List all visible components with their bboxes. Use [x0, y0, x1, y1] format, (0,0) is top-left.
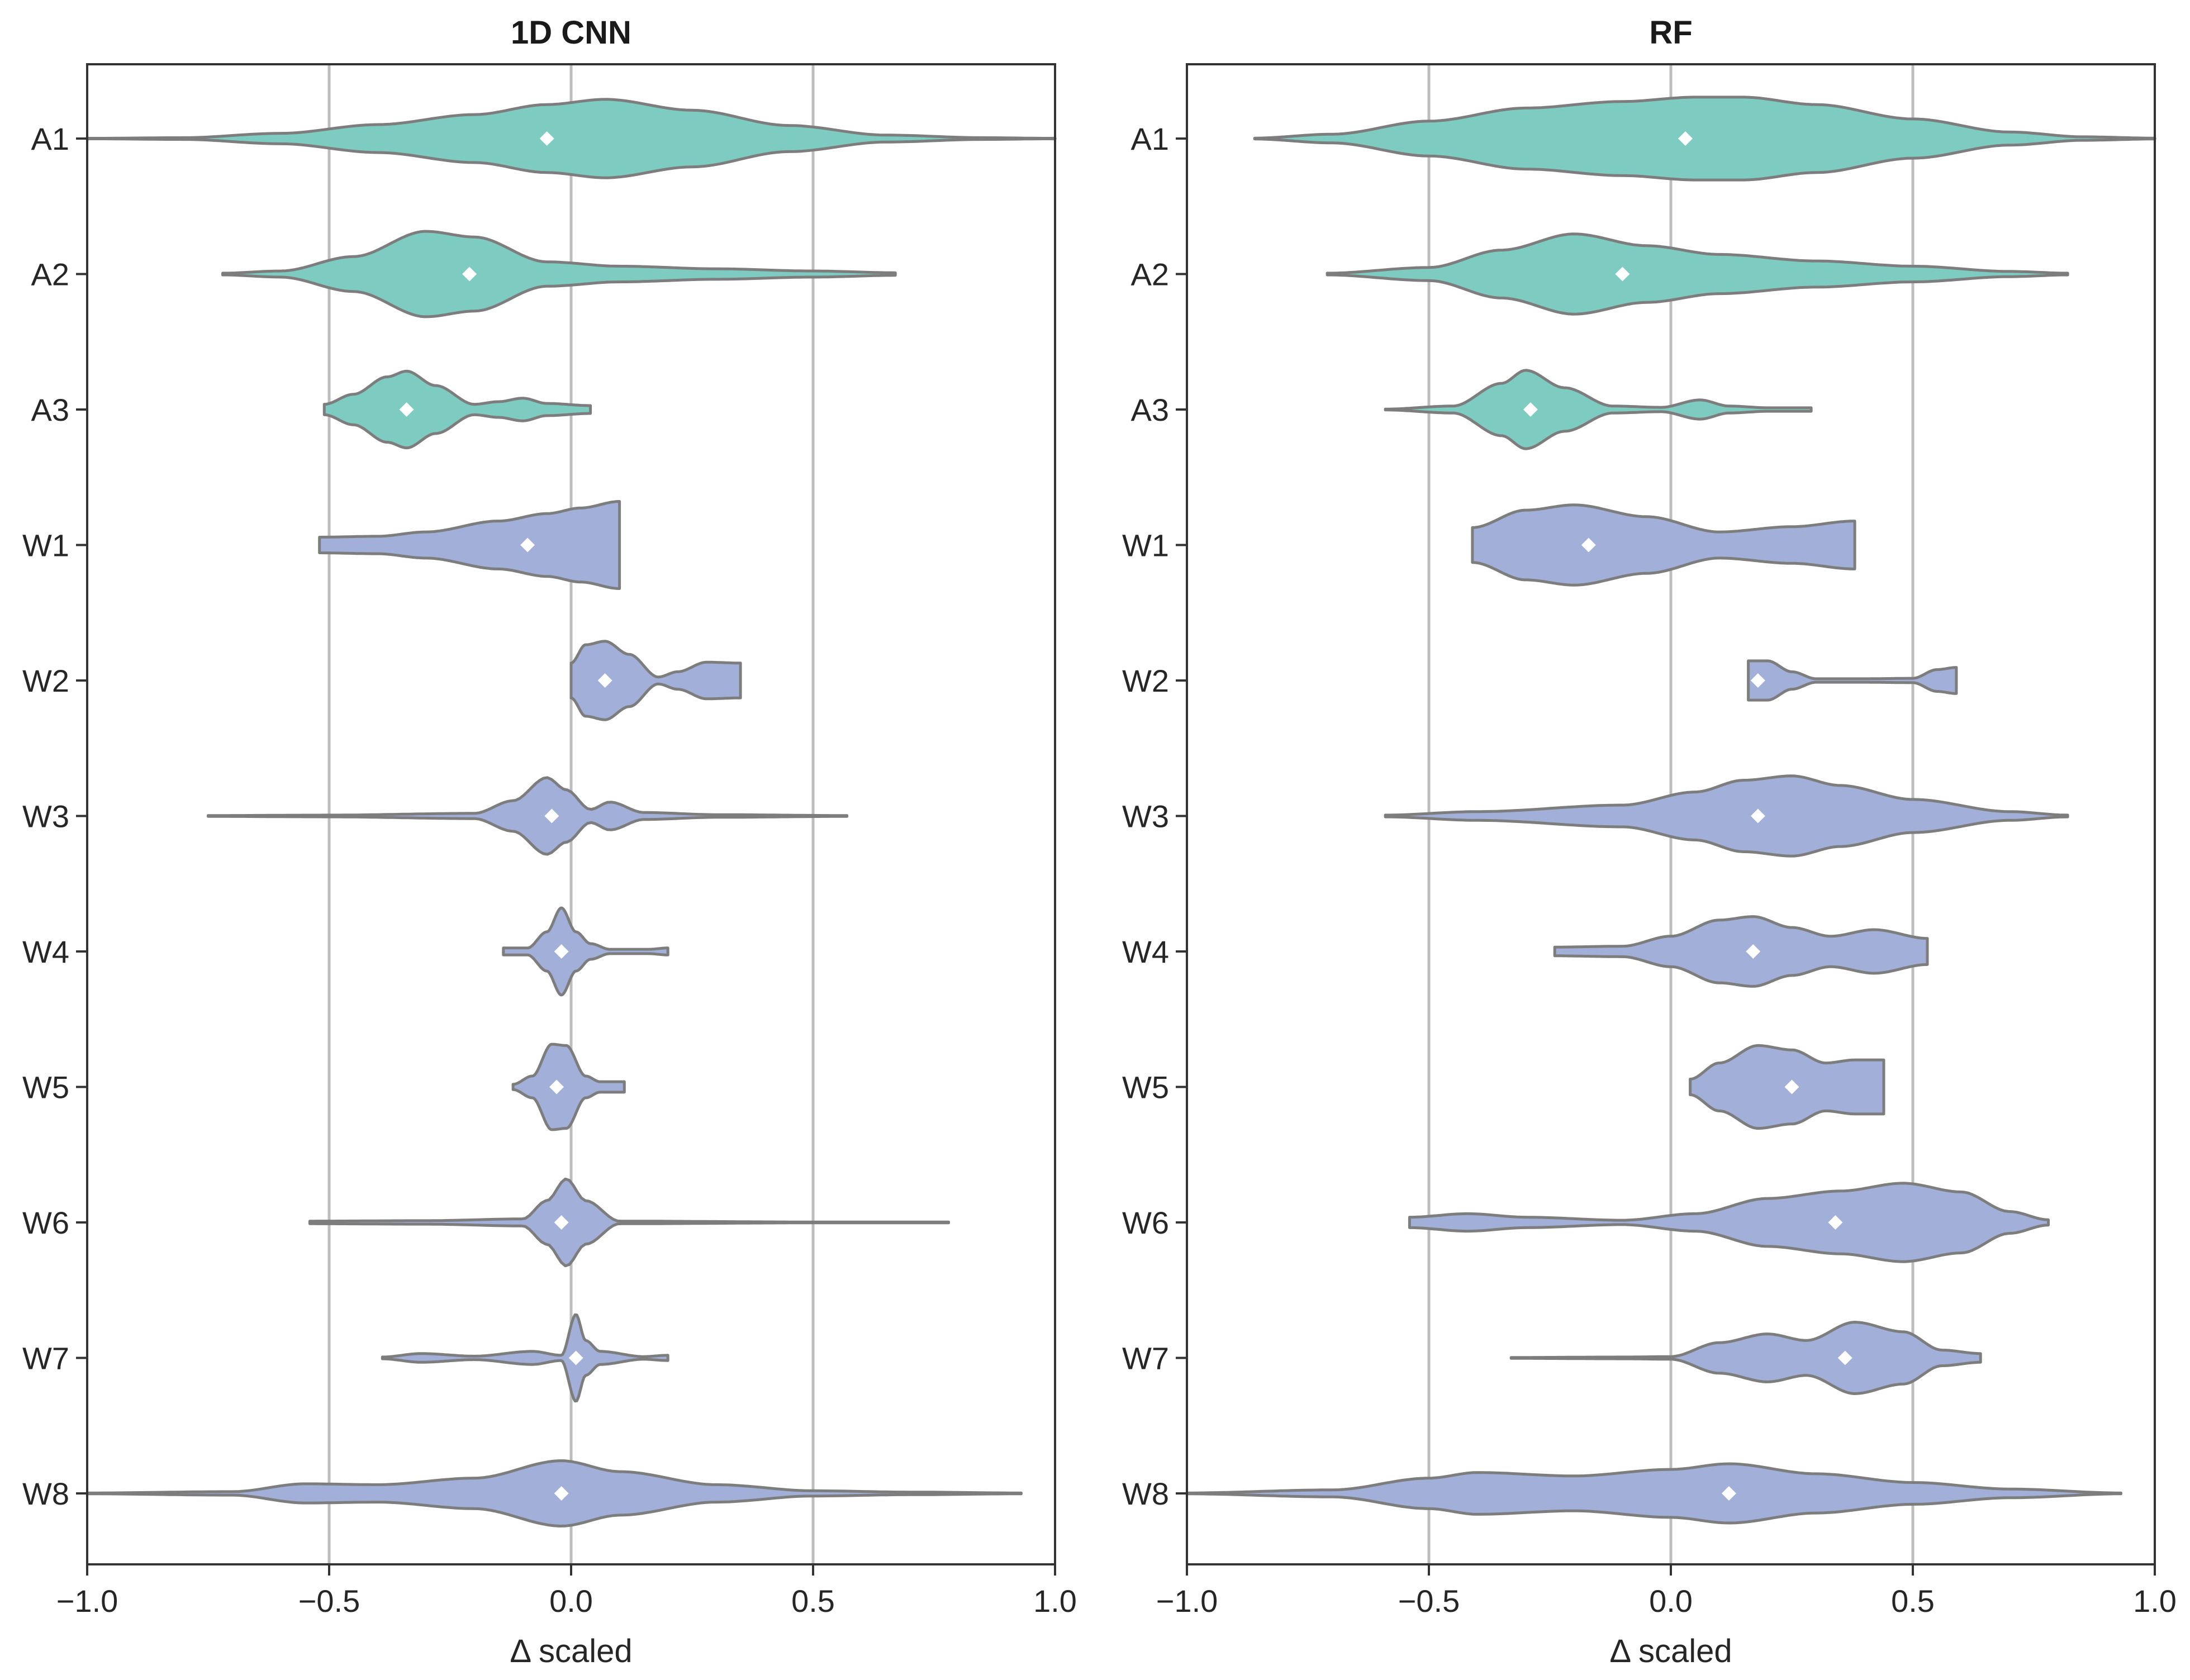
panel-rf: RF Δ scaled A1 A2 A3 W1 W2 W3 W4 W5 W6 W7 W8 −1.0 −0…: [1122, 15, 2177, 1669]
y-tick-label: W3: [22, 799, 69, 834]
violin-a2: [221, 230, 897, 318]
y-tick-label: W8: [1122, 1476, 1169, 1511]
mean-marker: [1784, 1079, 1799, 1094]
violin-w2: [1747, 659, 1958, 702]
y-tick-label: W2: [1122, 663, 1169, 698]
x-tick-label: 0.5: [1891, 1583, 1935, 1619]
violin-w5: [511, 1043, 626, 1131]
mean-marker: [1750, 808, 1765, 824]
mean-marker: [554, 944, 569, 959]
mean-marker: [554, 1486, 569, 1501]
mean-marker: [539, 131, 554, 146]
y-tick-label: W2: [22, 663, 69, 698]
violin-w8: [1185, 1462, 2122, 1525]
violin-w2: [569, 640, 742, 721]
mean-marker: [1615, 266, 1630, 282]
violin-w6: [308, 1177, 950, 1268]
mean-marker: [1750, 673, 1765, 688]
x-tick-label: 0.0: [1649, 1583, 1693, 1619]
y-tick-label: A3: [31, 392, 70, 427]
mean-marker: [544, 808, 559, 824]
y-tick-label: W8: [22, 1476, 69, 1511]
y-tick-label: A2: [31, 257, 70, 292]
violin-a1: [1253, 96, 2156, 182]
y-tick-label: W1: [1122, 528, 1169, 563]
panel-1d-cnn: 1D CNN Δ scaled A1 A2 A3 W1 W2 W3 W4 W5 W6 W7 W8 −1…: [22, 15, 1077, 1669]
y-tick-label: W6: [22, 1205, 69, 1240]
y-tick-label: W5: [1122, 1070, 1169, 1105]
y-tick-label: A2: [1131, 257, 1170, 292]
mean-marker: [1746, 944, 1761, 959]
mean-marker: [597, 673, 612, 688]
violin-w4: [502, 906, 669, 997]
mean-marker: [1828, 1215, 1843, 1230]
violin-w7: [381, 1313, 669, 1403]
y-tick-label: A3: [1131, 392, 1170, 427]
y-tick-label: W1: [22, 528, 69, 563]
mean-marker: [1837, 1350, 1852, 1365]
mean-marker: [462, 266, 477, 282]
mean-marker: [1721, 1486, 1736, 1501]
panel-title: 1D CNN: [511, 15, 631, 51]
x-axis-label: Δ scaled: [1609, 1633, 1732, 1669]
x-tick-label: −1.0: [56, 1583, 118, 1619]
plot-frame: [86, 63, 1056, 1565]
y-tick-label: A1: [31, 121, 70, 156]
violin-a3: [1384, 369, 1813, 450]
x-tick-label: 1.0: [1033, 1583, 1077, 1619]
violin-w3: [207, 776, 849, 856]
violin-a3: [322, 369, 592, 450]
panel-title: RF: [1649, 15, 1692, 51]
y-tick-label: W4: [1122, 934, 1169, 969]
x-tick-label: 1.0: [2133, 1583, 2177, 1619]
x-tick-label: 0.0: [549, 1583, 593, 1619]
y-tick-label: W6: [1122, 1205, 1169, 1240]
violin-w6: [1408, 1182, 2050, 1263]
mean-marker: [568, 1350, 583, 1365]
violin-w1: [1471, 503, 1856, 587]
x-tick-label: −0.5: [298, 1583, 360, 1619]
x-axis-label: Δ scaled: [510, 1633, 632, 1669]
mean-marker: [554, 1215, 569, 1230]
violin-a1: [85, 98, 1057, 179]
y-tick-label: W4: [22, 934, 69, 969]
y-tick-label: W5: [22, 1070, 69, 1105]
mean-marker: [549, 1079, 564, 1094]
mean-marker: [1523, 402, 1538, 417]
x-tick-label: 0.5: [791, 1583, 835, 1619]
mean-marker: [399, 402, 414, 417]
y-tick-label: W7: [22, 1341, 69, 1376]
violin-w7: [1509, 1321, 1982, 1395]
violin-w3: [1384, 774, 2069, 858]
violin-a2: [1326, 232, 2069, 316]
violin-w4: [1553, 915, 1929, 988]
violin-w1: [318, 500, 621, 590]
x-tick-label: −0.5: [1398, 1583, 1460, 1619]
plot-frame: [1186, 63, 2156, 1565]
y-tick-label: W3: [1122, 799, 1169, 834]
y-tick-label: A1: [1131, 121, 1170, 156]
x-tick-label: −1.0: [1156, 1583, 1218, 1619]
y-tick-label: W7: [1122, 1341, 1169, 1376]
mean-marker: [1581, 537, 1596, 553]
mean-marker: [520, 537, 535, 553]
mean-marker: [1678, 131, 1693, 146]
